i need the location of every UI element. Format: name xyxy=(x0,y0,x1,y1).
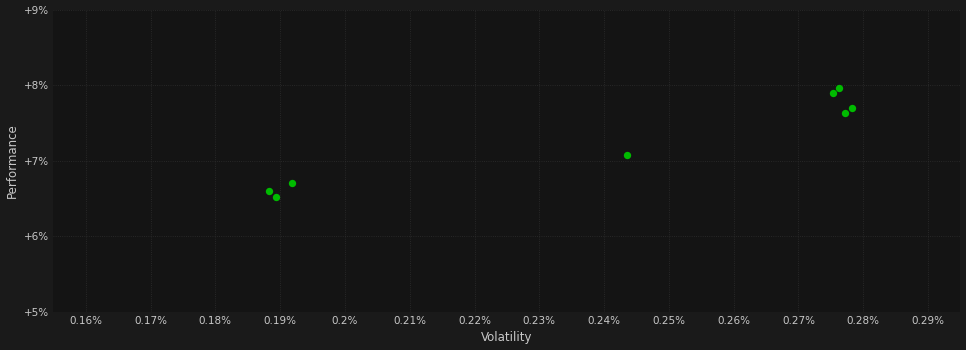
Point xyxy=(838,110,853,116)
Point xyxy=(284,181,299,186)
Point xyxy=(262,188,277,194)
Y-axis label: Performance: Performance xyxy=(6,123,18,198)
Point xyxy=(268,194,283,200)
Point xyxy=(619,152,635,158)
Point xyxy=(844,105,860,111)
X-axis label: Volatility: Volatility xyxy=(481,331,532,344)
Point xyxy=(831,85,846,91)
Point xyxy=(825,90,840,96)
